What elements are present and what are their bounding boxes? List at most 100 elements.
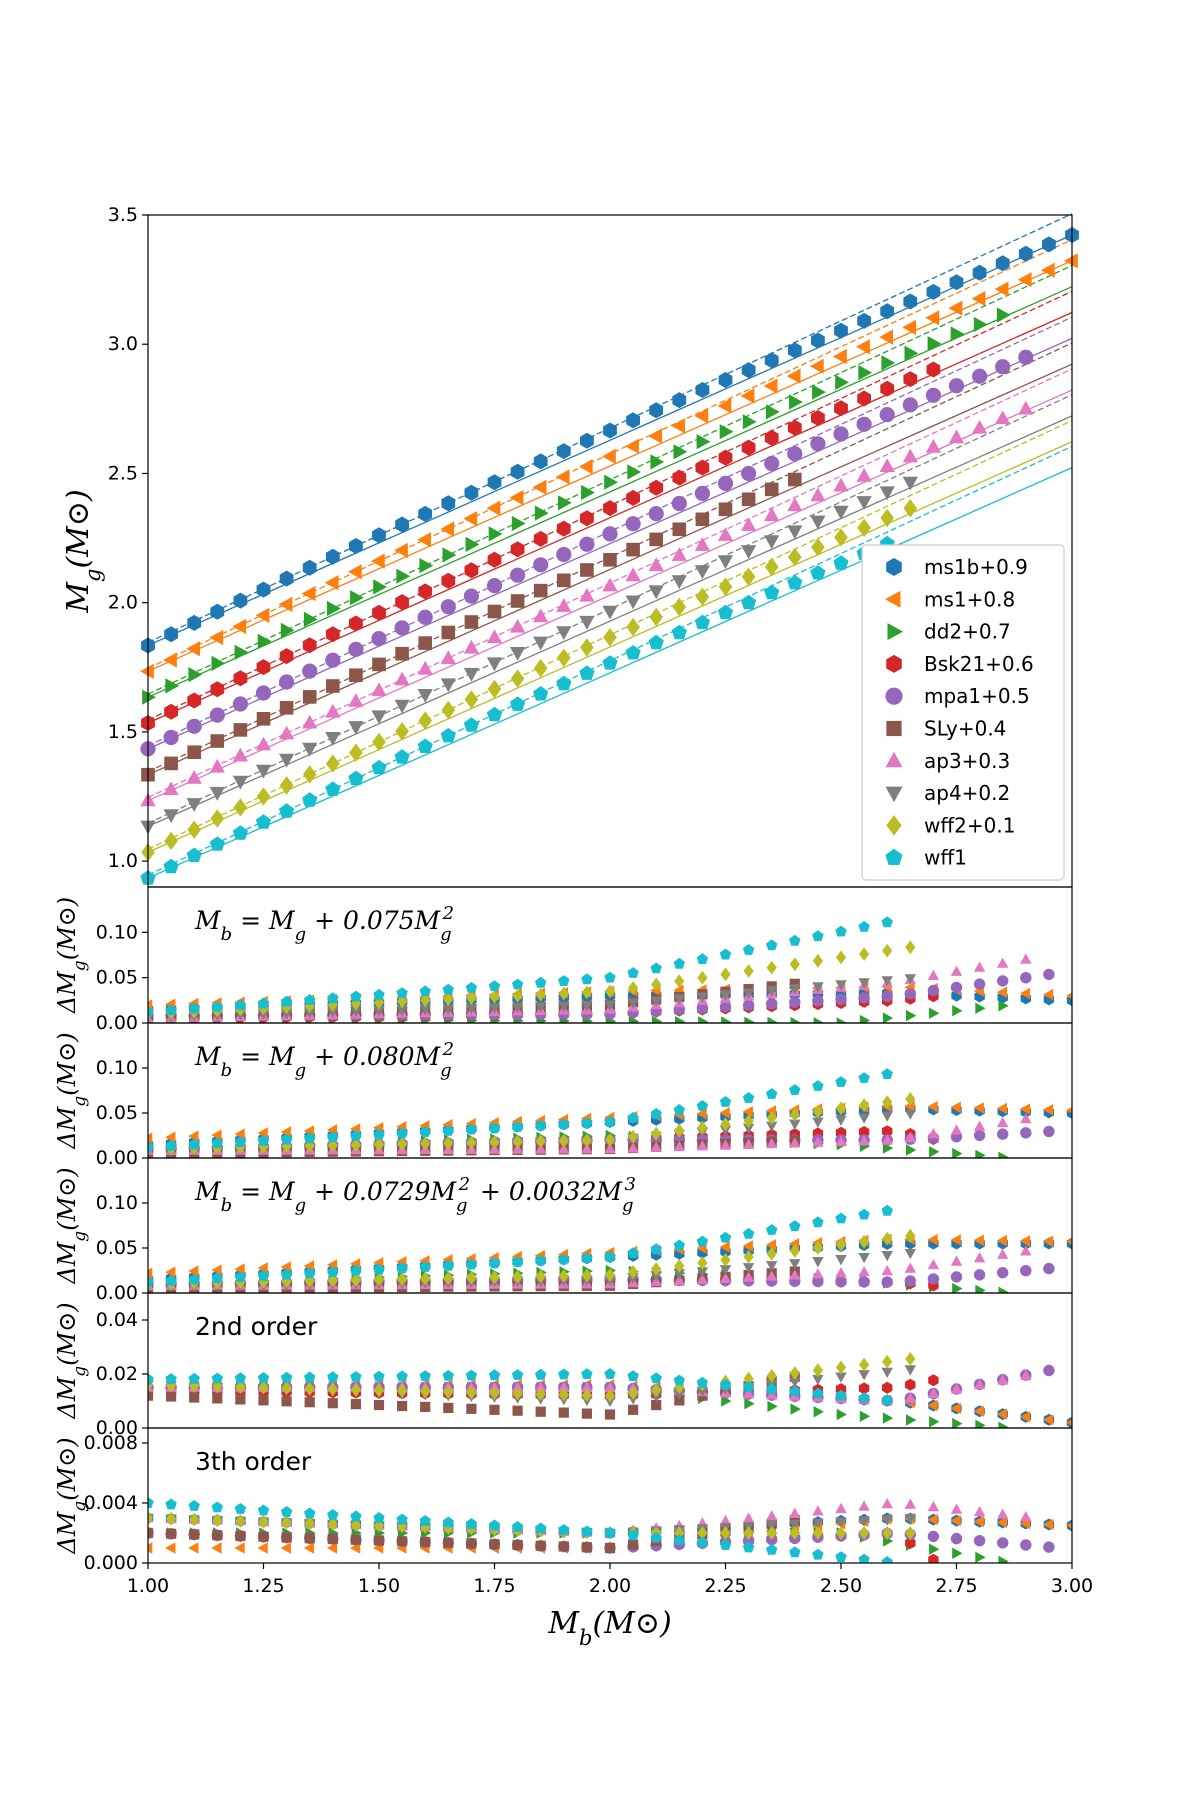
residual-point bbox=[373, 1006, 385, 1017]
residual-point bbox=[881, 976, 893, 987]
residual-point bbox=[766, 1261, 778, 1272]
data-point bbox=[487, 679, 502, 699]
data-point bbox=[441, 495, 456, 512]
data-point bbox=[833, 505, 849, 520]
residual-point bbox=[165, 1498, 177, 1510]
residual-point bbox=[742, 1512, 755, 1523]
residual-point bbox=[466, 1270, 477, 1285]
data-point bbox=[348, 693, 364, 707]
data-point bbox=[672, 597, 687, 617]
data-point bbox=[835, 374, 849, 390]
legend-label-6: ap3+0.3 bbox=[924, 749, 1010, 773]
data-point bbox=[395, 646, 409, 661]
legend-box bbox=[861, 544, 1065, 881]
residual-point bbox=[211, 1542, 222, 1554]
data-point bbox=[186, 798, 202, 812]
residual-point bbox=[189, 1379, 200, 1393]
residual-point bbox=[148, 1141, 154, 1153]
residual-point bbox=[650, 1243, 662, 1255]
residual-point bbox=[789, 984, 801, 995]
data-point bbox=[765, 404, 780, 420]
residual-point bbox=[813, 1017, 824, 1023]
residual-point bbox=[721, 1016, 732, 1023]
residual-point bbox=[373, 1272, 385, 1287]
residual-point bbox=[742, 1381, 755, 1392]
data-point bbox=[510, 594, 525, 608]
residual-point bbox=[188, 1265, 199, 1277]
data-point bbox=[395, 516, 409, 533]
data-point bbox=[741, 545, 757, 559]
res4-ytick-label-1: 0.02 bbox=[96, 1363, 138, 1385]
data-point bbox=[555, 469, 570, 485]
residual-point bbox=[696, 953, 709, 965]
residual-point bbox=[373, 1128, 385, 1140]
residual-point bbox=[443, 1520, 454, 1535]
residual-point bbox=[558, 1269, 569, 1283]
residual-point bbox=[973, 1506, 986, 1517]
residual-point bbox=[442, 1369, 454, 1381]
residual-point bbox=[465, 1369, 478, 1381]
residual-point bbox=[535, 1134, 546, 1149]
residual-point bbox=[627, 1112, 639, 1123]
residual-point bbox=[420, 1401, 431, 1412]
data-point bbox=[694, 408, 709, 424]
main-ytick-label-5: 3.5 bbox=[108, 204, 138, 226]
residual-point bbox=[835, 1237, 847, 1252]
residual-point bbox=[419, 1261, 431, 1272]
data-point bbox=[187, 820, 201, 839]
data-point bbox=[556, 546, 572, 563]
residual-point bbox=[996, 1102, 1007, 1115]
data-point bbox=[902, 397, 918, 413]
residual-point bbox=[1019, 1411, 1031, 1423]
xtick-label-6: 2.50 bbox=[820, 1575, 862, 1597]
residual-point bbox=[1042, 1518, 1054, 1531]
data-point bbox=[856, 339, 870, 355]
data-point bbox=[627, 464, 642, 480]
fit-line-4 bbox=[147, 337, 1073, 750]
residual-point bbox=[628, 1404, 639, 1415]
residual-point bbox=[881, 1204, 893, 1216]
res1-ytick-label-2: 0.10 bbox=[96, 921, 138, 943]
residual-point bbox=[927, 1273, 940, 1285]
residual-y-axis-label-3: ΔMg(M⊙) bbox=[53, 1167, 90, 1284]
residual-point bbox=[604, 1409, 616, 1420]
residual-point bbox=[766, 1111, 777, 1125]
residual-point bbox=[558, 1407, 569, 1418]
residual-point bbox=[558, 1253, 570, 1265]
residual-point bbox=[327, 992, 339, 1004]
residual-point bbox=[973, 1269, 986, 1281]
residual-point bbox=[258, 1380, 269, 1395]
data-point bbox=[509, 567, 526, 583]
residual-point bbox=[904, 974, 916, 985]
data-point bbox=[349, 743, 363, 762]
residual-point bbox=[697, 1526, 708, 1540]
data-point bbox=[995, 255, 1010, 272]
residual-point bbox=[489, 1386, 500, 1400]
data-point bbox=[903, 499, 918, 518]
data-point bbox=[232, 618, 247, 635]
data-point bbox=[486, 629, 503, 644]
data-point bbox=[349, 538, 363, 554]
residual-point bbox=[766, 1121, 778, 1132]
residual-point bbox=[350, 1399, 361, 1410]
data-point bbox=[256, 712, 271, 726]
residual-point bbox=[650, 1391, 662, 1403]
data-point bbox=[926, 361, 941, 378]
residual-point bbox=[997, 1508, 1009, 1519]
residual-point bbox=[1020, 1369, 1032, 1381]
residual-point bbox=[627, 1247, 639, 1258]
residual-point bbox=[581, 985, 592, 1000]
residual-point bbox=[581, 1117, 593, 1129]
data-point bbox=[164, 626, 178, 643]
residual-point bbox=[397, 994, 408, 1009]
data-point bbox=[163, 729, 179, 746]
data-point bbox=[880, 380, 895, 397]
residual-point bbox=[766, 1246, 777, 1261]
data-point bbox=[741, 517, 757, 531]
data-point bbox=[463, 588, 479, 604]
residual-point bbox=[950, 965, 963, 976]
residual-point bbox=[742, 1092, 755, 1103]
data-point bbox=[441, 625, 456, 640]
xtick-label-4: 2.00 bbox=[589, 1575, 631, 1597]
residual-point bbox=[835, 1101, 847, 1116]
